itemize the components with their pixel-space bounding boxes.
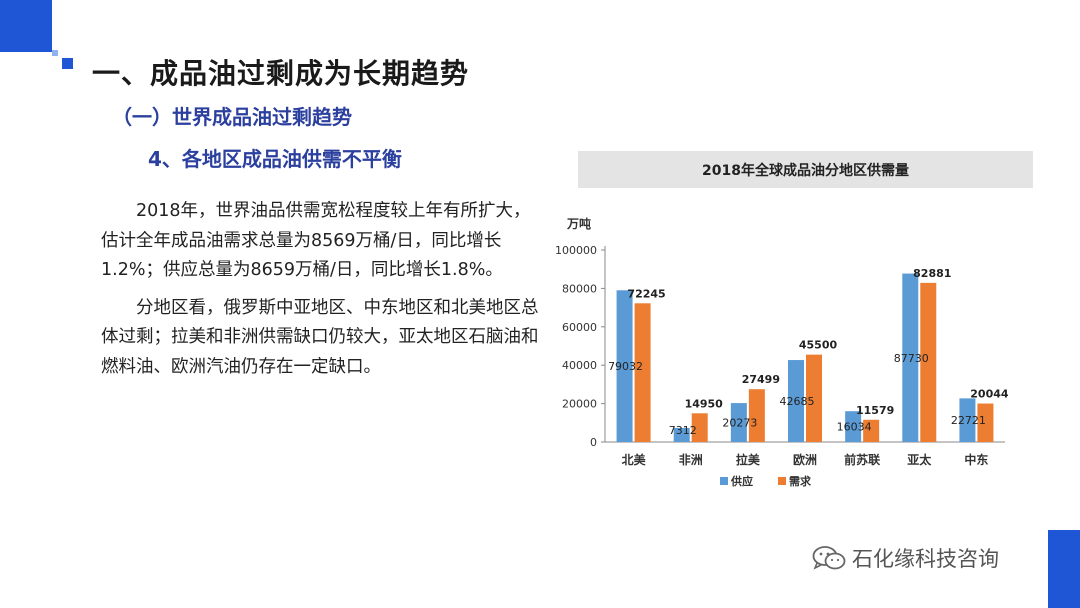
demand-data-label: 11579 [856,404,894,417]
chart-title: 2018年全球成品油分地区供需量 [578,151,1033,188]
supply-data-label: 7312 [669,424,697,437]
legend-label-supply: 供应 [730,474,753,488]
demand-data-label: 82881 [913,267,951,280]
corner-decoration-bottom [1048,530,1080,608]
title-accent-small [52,50,58,56]
y-tick-label: 80000 [562,282,597,295]
body-paragraph-2: 分地区看，俄罗斯中亚地区、中东地区和北美地区总体过剩；拉美和非洲供需缺口仍较大，… [101,297,539,377]
supply-bar [959,398,976,442]
x-tick-label: 欧洲 [793,452,817,467]
supply-bar [845,411,862,442]
supply-bar [730,403,747,442]
y-tick-label: 60000 [562,321,597,334]
supply-data-label: 22721 [951,414,986,427]
supply-bar [902,273,919,442]
supply-bar [788,360,804,442]
demand-bar [920,282,937,442]
demand-bar [977,403,994,442]
corner-decoration-top [0,0,52,52]
body-text: 2018年，世界油品供需宽松程度较上年有所扩大，估计全年成品油需求总量为8569… [101,197,541,382]
supply-data-label: 42685 [780,395,815,408]
y-tick-label: 40000 [562,359,597,372]
supply-data-label: 79032 [608,360,643,373]
supply-data-label: 20273 [722,417,757,430]
legend-swatch-supply [720,477,728,485]
wechat-icon [812,546,846,570]
demand-bar [634,303,651,442]
page-subtitle: （一）世界成品油过剩趋势 [112,105,352,129]
demand-data-label: 14950 [685,397,724,410]
watermark: 石化缘科技咨询 [812,543,999,573]
demand-bar [863,419,880,442]
y-tick-label: 100000 [555,244,597,257]
supply-demand-chart: 万吨 0 20000 40000 60000 80000 100000 北美 79032 7224… [555,216,1009,488]
demand-data-label: 20044 [970,388,1009,401]
demand-bar [748,389,765,442]
demand-bar [691,413,708,442]
demand-data-label: 72245 [627,287,665,300]
supply-data-label: 16034 [837,421,872,434]
supply-data-label: 87730 [894,352,929,365]
x-tick-label: 非洲 [679,452,703,467]
demand-bar [806,354,822,442]
watermark-text: 石化缘科技咨询 [852,547,999,571]
demand-data-label: 45500 [799,339,838,352]
section-heading: 4、各地区成品油供需不平衡 [148,147,402,171]
supply-bar [616,290,633,442]
x-tick-label: 亚太 [907,452,932,467]
x-tick-label: 中东 [964,452,988,467]
legend-swatch-demand [778,477,786,485]
body-paragraph-1: 2018年，世界油品供需宽松程度较上年有所扩大，估计全年成品油需求总量为8569… [101,201,531,280]
x-tick-label: 北美 [622,452,647,467]
x-tick-label: 拉美 [736,452,761,467]
supply-bar [673,427,690,442]
x-tick-label: 前苏联 [844,452,880,467]
demand-data-label: 27499 [742,373,780,386]
page-title: 一、成品油过剩成为长期趋势 [92,57,470,90]
y-axis-unit-label: 万吨 [566,216,591,231]
title-accent [62,58,73,69]
y-tick-label: 20000 [562,398,597,411]
legend-label-demand: 需求 [789,474,812,488]
y-tick-label: 0 [590,436,597,449]
